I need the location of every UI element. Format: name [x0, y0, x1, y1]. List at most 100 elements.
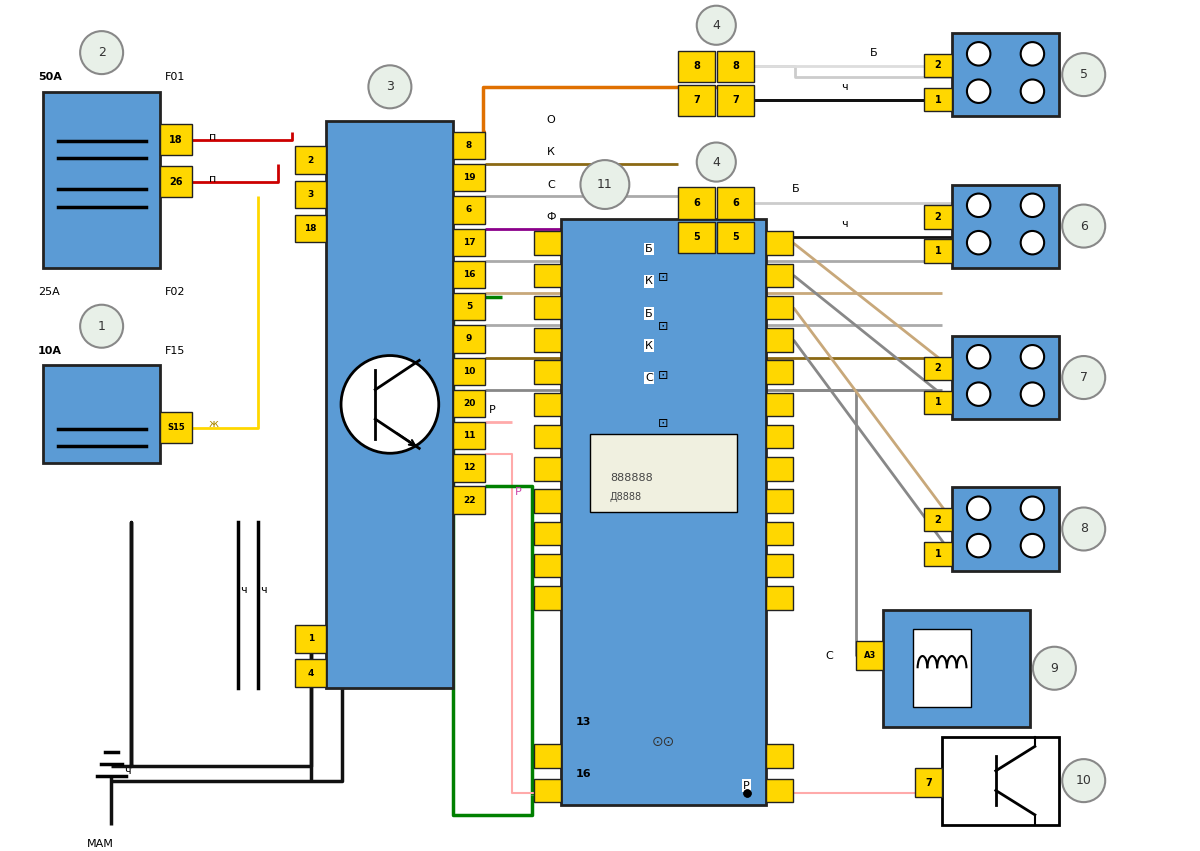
Text: О: О	[547, 115, 556, 125]
Bar	[454, 164, 485, 191]
Text: 6: 6	[694, 198, 700, 208]
Text: F02: F02	[166, 287, 186, 297]
Text: 16: 16	[463, 270, 475, 279]
Text: 2: 2	[935, 60, 942, 71]
Bar	[534, 264, 560, 287]
Circle shape	[1062, 204, 1105, 248]
Bar	[161, 412, 192, 443]
Text: 5: 5	[466, 302, 472, 311]
Bar	[534, 296, 560, 319]
Text: F01: F01	[166, 72, 186, 82]
Text: S15: S15	[167, 423, 185, 432]
Bar	[534, 328, 560, 351]
Text: С: С	[826, 650, 834, 660]
Text: 7: 7	[694, 95, 700, 106]
Text: 17: 17	[463, 237, 475, 247]
Text: Б: Б	[646, 244, 653, 254]
Text: МАМ: МАМ	[86, 839, 114, 849]
Text: 1: 1	[935, 94, 942, 105]
Bar	[534, 231, 560, 255]
Bar	[534, 361, 560, 384]
Text: С: С	[547, 180, 556, 190]
Text: 9: 9	[466, 334, 473, 344]
Text: 16: 16	[576, 768, 592, 779]
Text: 4: 4	[713, 19, 720, 31]
Text: 6: 6	[732, 198, 739, 208]
Circle shape	[1021, 193, 1044, 217]
Bar	[766, 586, 793, 609]
Text: 1: 1	[935, 246, 942, 256]
Text: 11: 11	[598, 178, 613, 191]
Bar	[718, 51, 755, 82]
Circle shape	[1021, 231, 1044, 254]
Text: ч: ч	[260, 585, 266, 595]
Text: Д8888: Д8888	[610, 492, 642, 502]
Circle shape	[967, 231, 990, 254]
Bar	[534, 554, 560, 577]
Bar	[924, 54, 952, 77]
Bar	[454, 132, 485, 159]
Bar	[534, 425, 560, 448]
Text: 10: 10	[463, 367, 475, 375]
Text: 10A: 10A	[38, 346, 62, 356]
Bar	[766, 779, 793, 802]
Text: А3: А3	[864, 651, 876, 660]
Text: С: С	[644, 373, 653, 383]
Text: К: К	[644, 277, 653, 286]
FancyBboxPatch shape	[883, 609, 1030, 727]
Bar	[454, 325, 485, 352]
Circle shape	[368, 66, 412, 108]
Text: 3: 3	[534, 536, 541, 546]
FancyBboxPatch shape	[952, 33, 1060, 116]
Bar	[295, 180, 326, 208]
Bar	[534, 489, 560, 513]
Text: Б: Б	[792, 185, 799, 194]
Circle shape	[1021, 79, 1044, 103]
Text: Б: Б	[870, 48, 877, 58]
Bar	[454, 229, 485, 256]
Text: 3: 3	[386, 80, 394, 94]
Circle shape	[1021, 382, 1044, 406]
Bar	[924, 88, 952, 111]
Text: 6: 6	[1080, 220, 1087, 232]
Bar	[678, 221, 715, 253]
Circle shape	[1033, 647, 1076, 690]
Text: 10: 10	[1075, 774, 1092, 787]
Text: К: К	[547, 147, 556, 157]
Text: ч: ч	[841, 219, 847, 229]
Text: 4: 4	[713, 156, 720, 168]
Bar	[766, 457, 793, 481]
Bar	[924, 508, 952, 531]
Text: 888888: 888888	[610, 472, 653, 483]
Bar	[534, 522, 560, 545]
Bar	[534, 457, 560, 481]
Circle shape	[967, 345, 990, 368]
Bar	[161, 166, 192, 197]
Bar	[766, 328, 793, 351]
Bar	[295, 660, 326, 687]
Text: 8: 8	[732, 61, 739, 71]
Text: ч: ч	[124, 766, 131, 776]
Bar	[454, 197, 485, 224]
Circle shape	[967, 534, 990, 557]
Bar	[678, 85, 715, 116]
FancyBboxPatch shape	[952, 336, 1060, 419]
Bar	[678, 51, 715, 82]
Bar	[766, 745, 793, 768]
Bar	[534, 586, 560, 609]
Circle shape	[967, 496, 990, 520]
Bar	[914, 768, 942, 797]
FancyBboxPatch shape	[952, 185, 1060, 267]
Circle shape	[967, 42, 990, 66]
Text: 18: 18	[169, 134, 182, 145]
Text: 9: 9	[1050, 662, 1058, 675]
Text: 13: 13	[576, 717, 590, 727]
Text: ⊡: ⊡	[659, 368, 668, 381]
Text: Р: Р	[515, 488, 522, 497]
Text: 20: 20	[463, 399, 475, 408]
FancyBboxPatch shape	[560, 219, 766, 805]
Text: 25A: 25A	[38, 287, 60, 297]
Bar	[924, 542, 952, 566]
Bar	[161, 124, 192, 155]
Text: ⊡: ⊡	[659, 320, 668, 333]
